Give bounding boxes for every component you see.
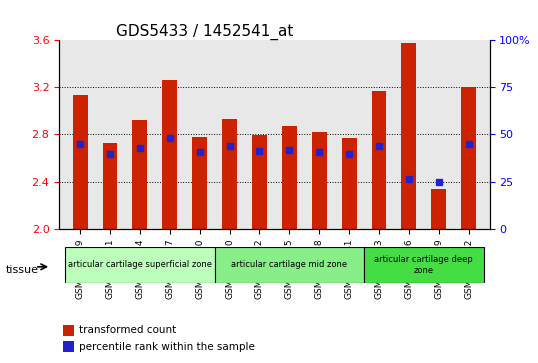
- Bar: [103, 143, 117, 229]
- Bar: [132, 120, 147, 229]
- Text: tissue: tissue: [5, 265, 38, 276]
- Bar: [282, 126, 297, 229]
- Bar: [461, 87, 476, 229]
- Bar: [431, 189, 446, 229]
- Text: articular cartilage deep
zone: articular cartilage deep zone: [374, 255, 473, 275]
- Bar: [372, 91, 386, 229]
- Text: GDS5433 / 1452541_at: GDS5433 / 1452541_at: [116, 24, 293, 40]
- Text: articular cartilage superficial zone: articular cartilage superficial zone: [68, 261, 212, 269]
- Bar: [401, 44, 416, 229]
- FancyBboxPatch shape: [65, 247, 215, 283]
- Text: transformed count: transformed count: [79, 325, 176, 335]
- Bar: [192, 137, 207, 229]
- Bar: [162, 80, 177, 229]
- Bar: [342, 138, 357, 229]
- FancyBboxPatch shape: [215, 247, 364, 283]
- Bar: [63, 341, 74, 352]
- FancyBboxPatch shape: [364, 247, 484, 283]
- Bar: [222, 119, 237, 229]
- Text: percentile rank within the sample: percentile rank within the sample: [79, 342, 254, 352]
- Bar: [63, 325, 74, 336]
- Bar: [252, 135, 267, 229]
- Bar: [73, 95, 88, 229]
- Text: articular cartilage mid zone: articular cartilage mid zone: [231, 261, 348, 269]
- Bar: [312, 132, 327, 229]
